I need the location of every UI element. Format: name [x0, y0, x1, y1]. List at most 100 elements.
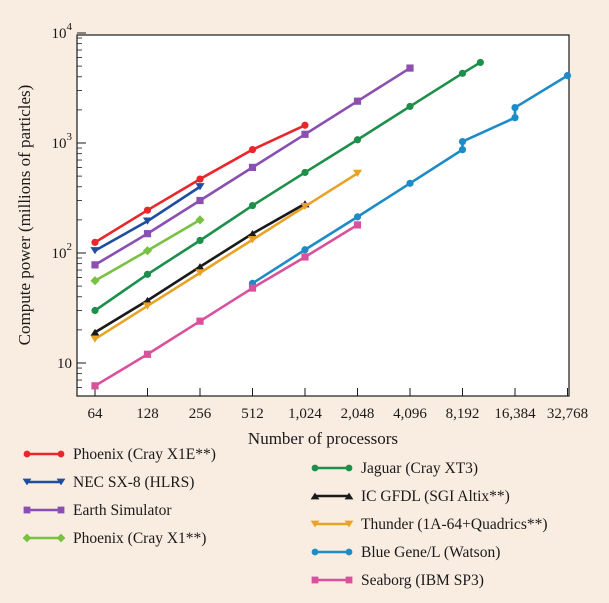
data-point: [301, 253, 309, 261]
data-point: [310, 520, 320, 528]
data-point: [57, 450, 65, 458]
data-point: [23, 506, 31, 514]
legend-item: Earth Simulator: [23, 502, 172, 519]
series-seaborg-ibm-sp3: [91, 221, 362, 390]
data-point: [142, 217, 153, 225]
data-point: [353, 213, 362, 221]
x-tick-label: 32,768: [547, 406, 588, 422]
data-point: [22, 478, 32, 486]
data-point: [56, 533, 66, 543]
series-line: [94, 223, 359, 387]
legend-item: IC GFDL (SGI Altix**): [310, 488, 510, 505]
data-point: [511, 114, 519, 122]
y-tick-label: 104: [52, 21, 73, 42]
data-point: [311, 464, 319, 472]
series-jaguar-cray-xt3: [91, 58, 484, 315]
data-point: [143, 206, 152, 214]
data-point: [248, 284, 257, 292]
x-tick-label: 1,024: [288, 406, 322, 422]
legend-label: Jaguar (Cray XT3): [361, 460, 478, 477]
y-tick-label: 10: [57, 356, 72, 372]
legend: Phoenix (Cray X1E**) NEC SX-8 (HLRS) Earth…: [22, 446, 548, 589]
x-tick-label: 16,384: [494, 406, 536, 422]
data-point: [143, 350, 152, 358]
data-point: [353, 97, 362, 105]
legend-item: Thunder (1A-64+Quadrics**): [310, 516, 548, 533]
data-point: [345, 464, 353, 472]
x-tick-label: 512: [241, 406, 264, 422]
y-tick-label: 103: [52, 131, 73, 152]
data-point: [248, 146, 257, 154]
series-phoenix-cray-x1e: [91, 121, 309, 246]
series-phoenix-cray-x1: [90, 215, 205, 286]
x-tick-label: 4,096: [393, 406, 427, 422]
data-point: [406, 179, 414, 187]
data-point: [90, 276, 100, 286]
data-point: [90, 328, 100, 336]
data-point: [247, 230, 258, 238]
data-point: [143, 230, 152, 238]
data-point: [300, 202, 310, 211]
series-group: [90, 58, 572, 390]
x-tick-label: 8,192: [446, 406, 480, 422]
data-point: [143, 270, 152, 278]
series-ic-gfdl-sgi-altix: [90, 200, 310, 336]
data-point: [195, 183, 205, 191]
data-point: [311, 576, 319, 584]
data-point: [353, 221, 362, 229]
data-point: [406, 102, 414, 111]
series-earth-simulator: [91, 64, 414, 269]
data-point: [142, 302, 153, 310]
data-point: [195, 215, 205, 225]
data-point: [195, 269, 205, 277]
data-point: [353, 136, 362, 144]
data-point: [458, 137, 467, 146]
series-thunder-1a-64-quadrics: [90, 169, 363, 343]
x-tick-label: 2,048: [341, 406, 375, 422]
legend-item: Phoenix (Cray X1E**): [23, 446, 216, 463]
data-point: [345, 576, 353, 584]
data-point: [91, 238, 99, 246]
series-nec-sx-8-hlrs: [90, 183, 205, 255]
data-point: [90, 335, 100, 343]
data-point: [91, 261, 99, 269]
x-tick-label: 64: [88, 406, 104, 422]
legend-item: Jaguar (Cray XT3): [311, 460, 478, 477]
legend-label: Seaborg (IBM SP3): [361, 572, 484, 589]
data-point: [142, 296, 153, 305]
legend-label: Phoenix (Cray X1**): [73, 530, 206, 547]
data-point: [301, 246, 309, 254]
data-point: [476, 58, 484, 67]
x-tick-label: 256: [189, 406, 212, 422]
legend-label: Earth Simulator: [73, 502, 172, 519]
x-tick-label: 128: [136, 406, 159, 422]
data-point: [247, 236, 258, 244]
legend-label: NEC SX-8 (HLRS): [73, 474, 194, 491]
data-point: [196, 317, 204, 325]
x-axis-label: Number of processors: [248, 429, 398, 448]
data-point: [458, 146, 467, 154]
legend-item: NEC SX-8 (HLRS): [22, 474, 194, 491]
data-point: [90, 247, 100, 255]
data-point: [91, 382, 99, 390]
data-point: [23, 450, 31, 458]
legend-item: Phoenix (Cray X1**): [22, 530, 206, 547]
data-point: [196, 236, 204, 245]
data-point: [352, 169, 363, 177]
data-point: [344, 492, 354, 500]
series-line: [94, 172, 359, 341]
y-tick-label: 102: [52, 241, 73, 262]
axes: 64 128 256 512 1,024 2,048 4,096 8,192 16,384 32,…: [52, 21, 589, 422]
data-point: [248, 201, 257, 210]
legend-label: Blue Gene/L (Watson): [361, 544, 500, 561]
data-point: [91, 306, 99, 315]
y-axis-label: Compute power (millions of particles): [15, 85, 34, 346]
data-point: [310, 492, 320, 500]
data-point: [142, 246, 153, 256]
data-point: [57, 506, 65, 514]
legend-label: Thunder (1A-64+Quadrics**): [361, 516, 548, 533]
data-point: [248, 163, 257, 172]
legend-label: IC GFDL (SGI Altix**): [361, 488, 510, 505]
data-point: [344, 520, 354, 528]
